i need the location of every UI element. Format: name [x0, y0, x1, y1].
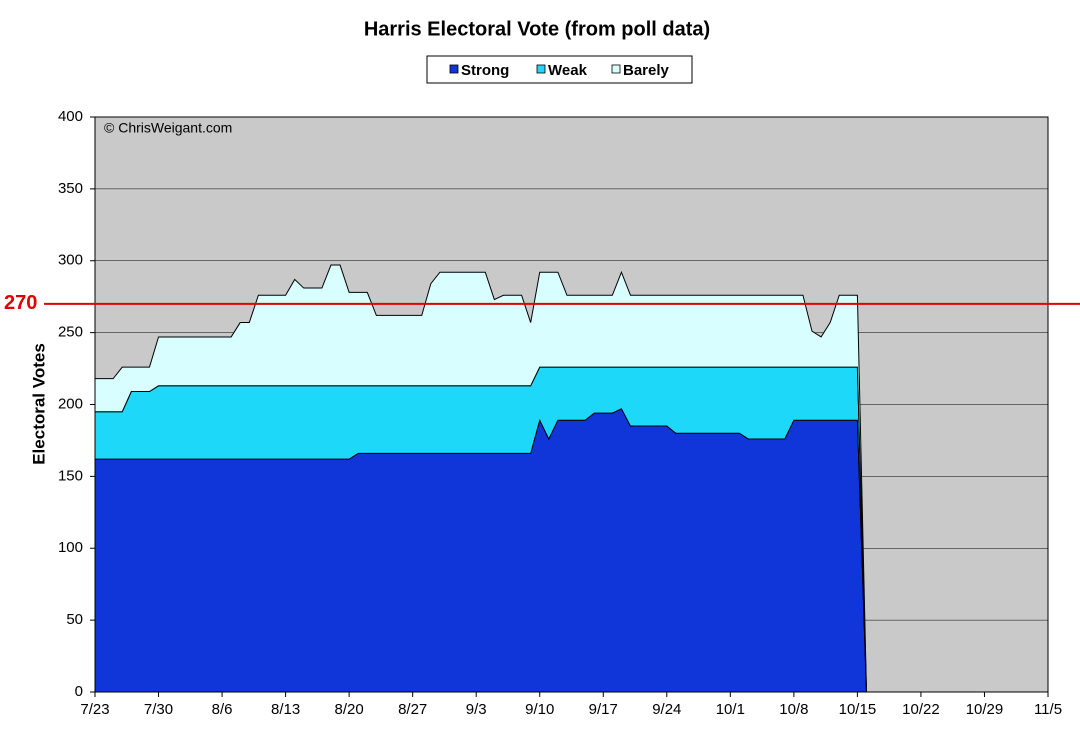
y-axis-label: Electoral Votes [29, 343, 48, 465]
x-tick-label: 8/6 [212, 701, 233, 718]
x-tick-label: 9/24 [652, 701, 681, 718]
x-tick-label: 8/20 [335, 701, 364, 718]
x-tick-label: 7/23 [80, 701, 109, 718]
legend-swatch [536, 64, 546, 74]
y-tick-label: 100 [58, 539, 83, 556]
legend: Strong Weak Barely [426, 55, 693, 84]
x-tick-label: 8/27 [398, 701, 427, 718]
x-tick-label: 7/30 [144, 701, 173, 718]
plot-frame [94, 116, 1049, 693]
area [94, 264, 867, 693]
y-tick-label: 150 [58, 467, 83, 484]
y-tick-label: 400 [58, 108, 83, 125]
y-tick-label: 200 [58, 395, 83, 412]
x-tick-label: 11/5 [1034, 701, 1062, 718]
x-tick-label: 10/8 [779, 701, 808, 718]
x-tick-label: 9/3 [466, 701, 487, 718]
x-tick-label: 9/17 [589, 701, 618, 718]
y-tick-label: 0 [75, 683, 83, 700]
legend-swatch [449, 64, 459, 74]
legend-box [426, 55, 693, 84]
x-tick-label: 10/22 [902, 701, 940, 718]
y-tick-label: 50 [66, 611, 83, 628]
x-tick-label: 10/15 [839, 701, 877, 718]
legend-label: Strong [461, 62, 509, 79]
y-tick-label: 300 [58, 252, 83, 269]
legend-label: Barely [623, 62, 670, 79]
x-tick-label: 10/29 [966, 701, 1004, 718]
legend-swatch [611, 64, 621, 74]
x-tick-label: 10/1 [716, 701, 745, 718]
legend-label: Weak [548, 62, 588, 79]
y-tick-label: 250 [58, 324, 83, 341]
x-tick-label: 9/10 [525, 701, 554, 718]
x-tick-label: 8/13 [271, 701, 300, 718]
annotation: © ChrisWeigant.com [104, 120, 232, 136]
y-tick-label: 350 [58, 180, 83, 197]
reference-label: 270 [4, 292, 37, 314]
chart-title: Harris Electoral Vote (from poll data) [364, 18, 710, 40]
